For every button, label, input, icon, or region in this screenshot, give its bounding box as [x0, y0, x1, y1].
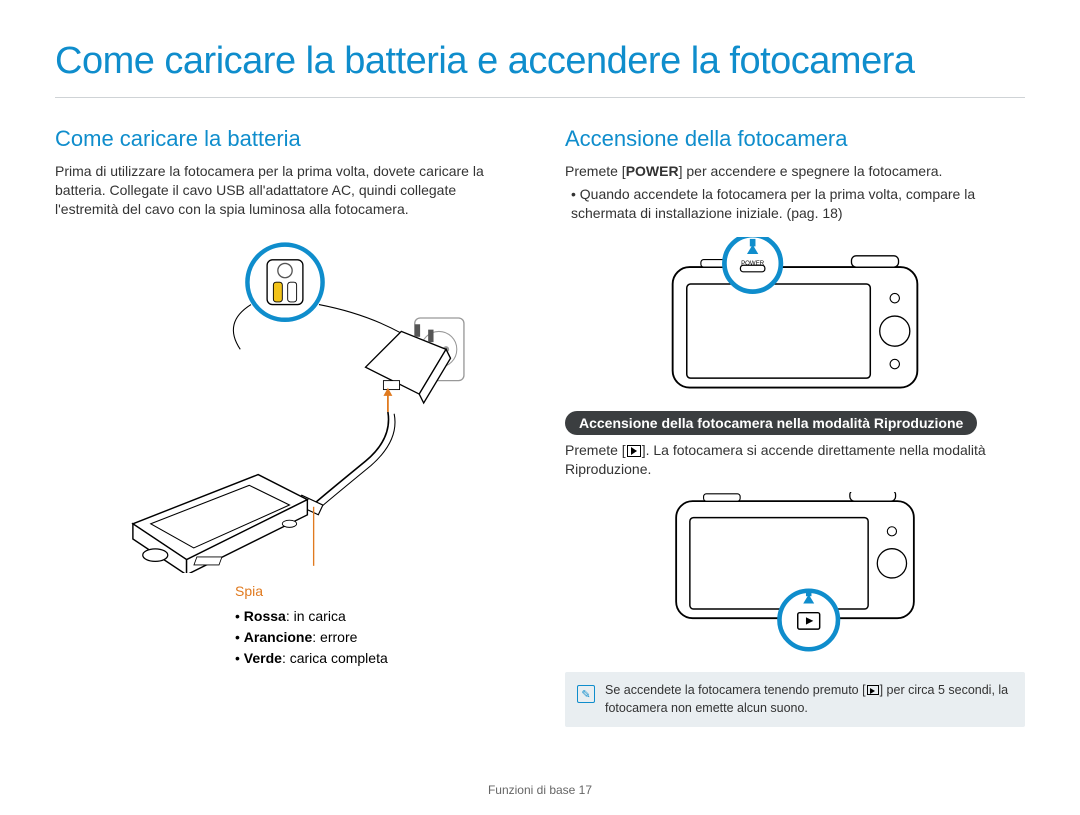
camera-power-svg: POWER: [635, 237, 955, 397]
spia-label: Spia: [235, 581, 515, 602]
spia-list: Rossa: in carica Arancione: errore Verde…: [235, 606, 515, 669]
play-text: Premete []. La fotocamera si accende dir…: [565, 441, 1025, 479]
spia-item: Verde: carica completa: [235, 648, 515, 669]
left-column: Come caricare la batteria Prima di utili…: [55, 126, 515, 727]
spia-item: Arancione: errore: [235, 627, 515, 648]
playback-pill: Accensione della fotocamera nella modali…: [565, 411, 977, 435]
right-line1: Premete [POWER] per accendere e spegnere…: [565, 162, 1025, 181]
note-text: Se accendete la fotocamera tenendo premu…: [605, 682, 1013, 717]
right-heading: Accensione della fotocamera: [565, 126, 1025, 152]
right-column: Accensione della fotocamera Premete [POW…: [565, 126, 1025, 727]
note-box: ✎ Se accendete la fotocamera tenendo pre…: [565, 672, 1025, 727]
play-icon: [867, 685, 879, 695]
camera-power-figure: POWER: [565, 237, 1025, 397]
left-intro: Prima di utilizzare la fotocamera per la…: [55, 162, 515, 219]
left-heading: Come caricare la batteria: [55, 126, 515, 152]
charger-svg: [75, 233, 495, 573]
charger-figure: [55, 233, 515, 573]
spia-legend: Spia Rossa: in carica Arancione: errore …: [235, 581, 515, 669]
right-bullet-1: Quando accendete la fotocamera per la pr…: [571, 185, 1025, 223]
spia-item: Rossa: in carica: [235, 606, 515, 627]
two-column-layout: Come caricare la batteria Prima di utili…: [55, 126, 1025, 727]
page-footer: Funzioni di base 17: [0, 783, 1080, 797]
power-tiny-label: POWER: [741, 260, 765, 267]
camera-play-svg: [635, 492, 955, 652]
note-icon: ✎: [577, 685, 595, 703]
page-title: Come caricare la batteria e accendere la…: [55, 40, 1025, 98]
play-icon: [627, 445, 641, 457]
right-bullets: Quando accendete la fotocamera per la pr…: [571, 185, 1025, 223]
camera-play-figure: [565, 492, 1025, 652]
